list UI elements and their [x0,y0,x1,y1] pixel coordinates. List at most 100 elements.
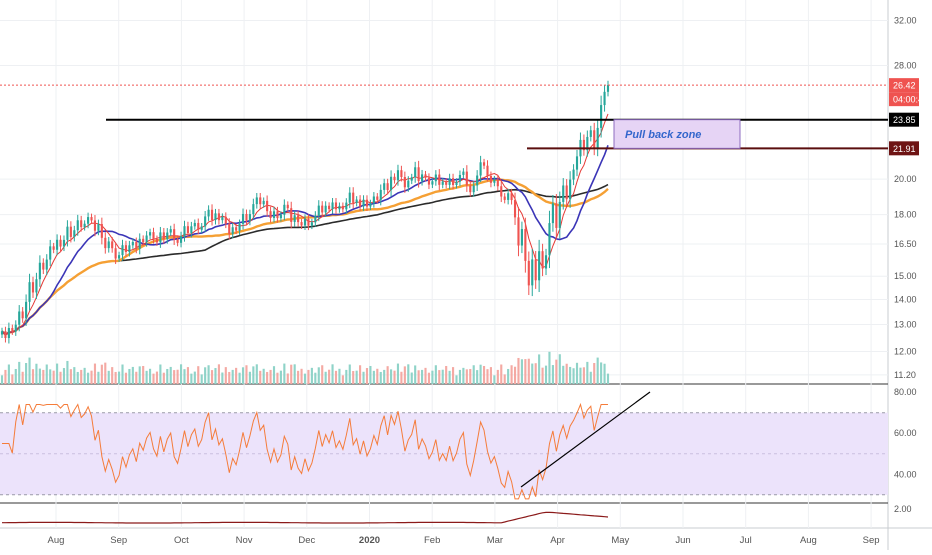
volume-bar [115,372,117,384]
candle-body [521,229,523,245]
candle-body [156,239,158,242]
volume-bar [490,367,492,384]
candle-body [466,172,468,186]
volume-bar [473,365,475,384]
candle-body [528,261,530,285]
time-tick-label: Jul [740,535,752,546]
volume-bar [428,373,430,384]
candle-body [511,193,513,200]
volume-bar [163,373,165,384]
volume-bar [70,369,72,384]
volume-bar [15,369,17,384]
candle-body [335,202,337,209]
candle-body [128,245,130,252]
time-tick-label: 2020 [359,535,380,546]
volume-bar [476,370,478,384]
volume-bar [603,364,605,384]
candle-body [218,213,220,220]
candle-body [600,105,602,128]
candle-body [387,183,389,190]
volume-bar [276,373,278,384]
candle-body [8,328,10,338]
candle-body [311,222,313,225]
candle-body [435,175,437,182]
volume-bar [190,374,192,384]
volume-bar [156,372,158,384]
candle-body [497,179,499,186]
candle-body [221,217,223,220]
candle-body [235,227,237,230]
volume-bar [366,368,368,384]
volume-bar [39,369,41,384]
volume-bar [221,373,223,384]
volume-bar [97,372,99,384]
volume-bar [590,372,592,384]
candle-body [214,213,216,220]
candle-body [135,242,137,249]
candle-body [22,311,24,318]
candle-body [400,170,402,177]
support-badge: 21.91 [893,144,916,154]
candle-body [149,232,151,235]
candle-body [452,178,454,185]
volume-bar [338,369,340,384]
volume-bar [170,367,172,384]
time-tick-label: May [611,535,629,546]
candle-body [552,203,554,223]
volume-bar [469,369,471,384]
candle-body [373,196,375,203]
ma-200-line [2,185,608,335]
candle-body [294,215,296,222]
volume-bar [53,371,55,384]
volume-bar [352,371,354,384]
candle-body [300,222,302,225]
candle-body [531,259,533,285]
volume-bar [421,370,423,384]
volume-bar [32,369,34,384]
volume-bar [369,366,371,384]
volume-bar [63,368,65,384]
volume-bar [87,373,89,384]
volume-bar [511,365,513,384]
candle-body [562,185,564,201]
time-tick-label: Jun [675,535,690,546]
volume-bar [517,358,519,384]
volume-bar [411,373,413,384]
candle-body [211,210,213,220]
volume-bar [404,366,406,384]
volume-bar [600,362,602,384]
volume-bar [11,374,13,384]
volume-bar [35,364,37,384]
candle-body [170,229,172,232]
volume-bar [108,371,110,384]
candle-body [263,201,265,204]
volume-bar [418,370,420,384]
volume-bar [424,368,426,384]
price-tick-label: 12.00 [894,347,917,357]
candle-body [359,200,361,207]
candle-body [197,223,199,230]
candle-body [59,240,61,247]
candle-body [555,203,557,227]
candle-body [517,217,519,245]
rsi-tick-label: 60.00 [894,428,917,438]
volume-bar [397,364,399,384]
candle-body [407,181,409,188]
volume-bar [452,367,454,384]
annotation-label: Pull back zone [625,129,701,141]
volume-bar [152,374,154,384]
candle-body [125,245,127,252]
volume-bar [242,367,244,384]
time-tick-label: Mar [487,535,503,546]
price-tick-label: 20.00 [894,174,917,184]
volume-bar [349,364,351,384]
volume-bar [435,365,437,384]
candle-body [548,223,550,255]
candle-body [418,167,420,181]
volume-bar [542,368,544,384]
candle-body [39,263,41,279]
candle-body [183,226,185,236]
candle-body [87,217,89,224]
